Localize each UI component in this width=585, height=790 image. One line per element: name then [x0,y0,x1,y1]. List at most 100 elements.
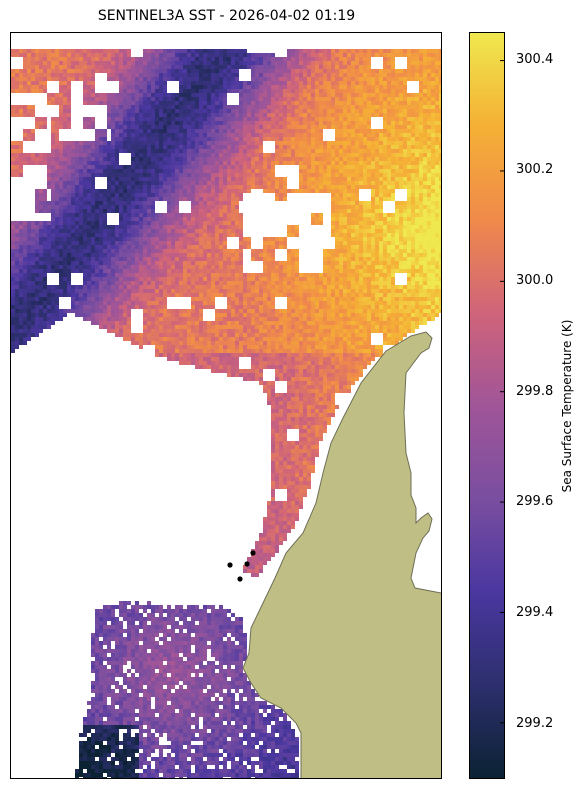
sst-cell [123,117,127,121]
map-panel[interactable] [10,32,442,779]
sst-cell [107,233,111,237]
sst-cell [39,81,43,85]
sst-cell [335,49,339,53]
sst-cell [83,57,87,61]
sst-cell [79,253,83,257]
sst-cell [311,169,315,173]
sst-cell [347,73,351,77]
sst-cell [163,57,167,61]
sst-cell [215,169,219,173]
sst-cell [419,109,423,113]
sst-cell [235,81,239,85]
sst-cell [35,193,39,197]
sst-cell [99,193,103,197]
sst-cell [59,213,63,217]
sst-cell [151,245,155,249]
sst-cell [371,49,375,53]
sst-cell [51,233,55,237]
sst-cell [227,81,231,85]
sst-cell [239,217,243,221]
sst-cell [23,157,27,161]
sst-cell [399,101,403,105]
sst-cell [355,221,359,225]
sst-cell [415,193,419,197]
sst-cell [147,181,151,185]
sst-cell [219,121,223,125]
sst-cell [403,217,407,221]
sst-cell [431,221,435,225]
sst-cell [139,213,143,217]
sst-cell [411,145,415,149]
sst-cell [315,69,319,73]
sst-cell [191,241,195,245]
sst-cell [15,265,19,269]
sst-cell [167,181,171,185]
sst-cell [163,145,167,149]
sst-cell [63,253,67,257]
sst-cell [223,65,227,69]
sst-cell [331,93,335,97]
sst-cell [99,157,103,161]
sst-cell [271,165,275,169]
sst-cell [191,85,195,89]
sst-cell [271,105,275,109]
sst-cell [315,169,319,173]
sst-cell [387,117,391,121]
sst-cell [287,189,291,193]
sst-cell [55,221,59,225]
sst-cell [191,201,195,205]
sst-cell [355,233,359,237]
sst-cell [111,209,115,213]
sst-cell [427,257,431,261]
sst-cell [127,261,131,265]
sst-cell [231,57,235,61]
sst-cell [279,105,283,109]
sst-cell [427,233,431,237]
sst-cell [223,85,227,89]
sst-cell [423,237,427,241]
sst-cell [139,133,143,137]
sst-cell [147,177,151,181]
sst-cell [239,261,243,265]
sst-cell [423,89,427,93]
sst-cell [207,69,211,73]
sst-cell [303,129,307,133]
sst-cell [359,49,363,53]
sst-cell [315,93,319,97]
sst-cell [339,193,343,197]
sst-cell [131,173,135,177]
sst-cell [79,77,83,81]
sst-cell [51,49,55,53]
sst-cell [143,49,147,53]
sst-cell [215,205,219,209]
sst-cell [139,193,143,197]
sst-cell [159,77,163,81]
sst-cell [419,129,423,133]
sst-cell [335,233,339,237]
sst-cell [91,233,95,237]
sst-cell [343,53,347,57]
sst-cell [375,253,379,257]
sst-cell [83,153,87,157]
sst-cell [383,161,387,165]
sst-cell [187,225,191,229]
sst-cell [119,61,123,65]
sst-cell [327,73,331,77]
sst-cell [371,141,375,145]
sst-cell [143,153,147,157]
sst-cell [159,101,163,105]
sst-cell [363,49,367,53]
sst-cell [395,257,399,261]
sst-cell [323,57,327,61]
sst-cell [387,177,391,181]
sst-cell [231,261,235,265]
sst-cell [83,65,87,69]
sst-cell [223,181,227,185]
sst-cell [375,229,379,233]
sst-cell [275,197,279,201]
sst-cell [83,141,87,145]
sst-cell [415,145,419,149]
sst-cell [319,145,323,149]
sst-cell [119,137,123,141]
sst-cell [255,257,259,261]
